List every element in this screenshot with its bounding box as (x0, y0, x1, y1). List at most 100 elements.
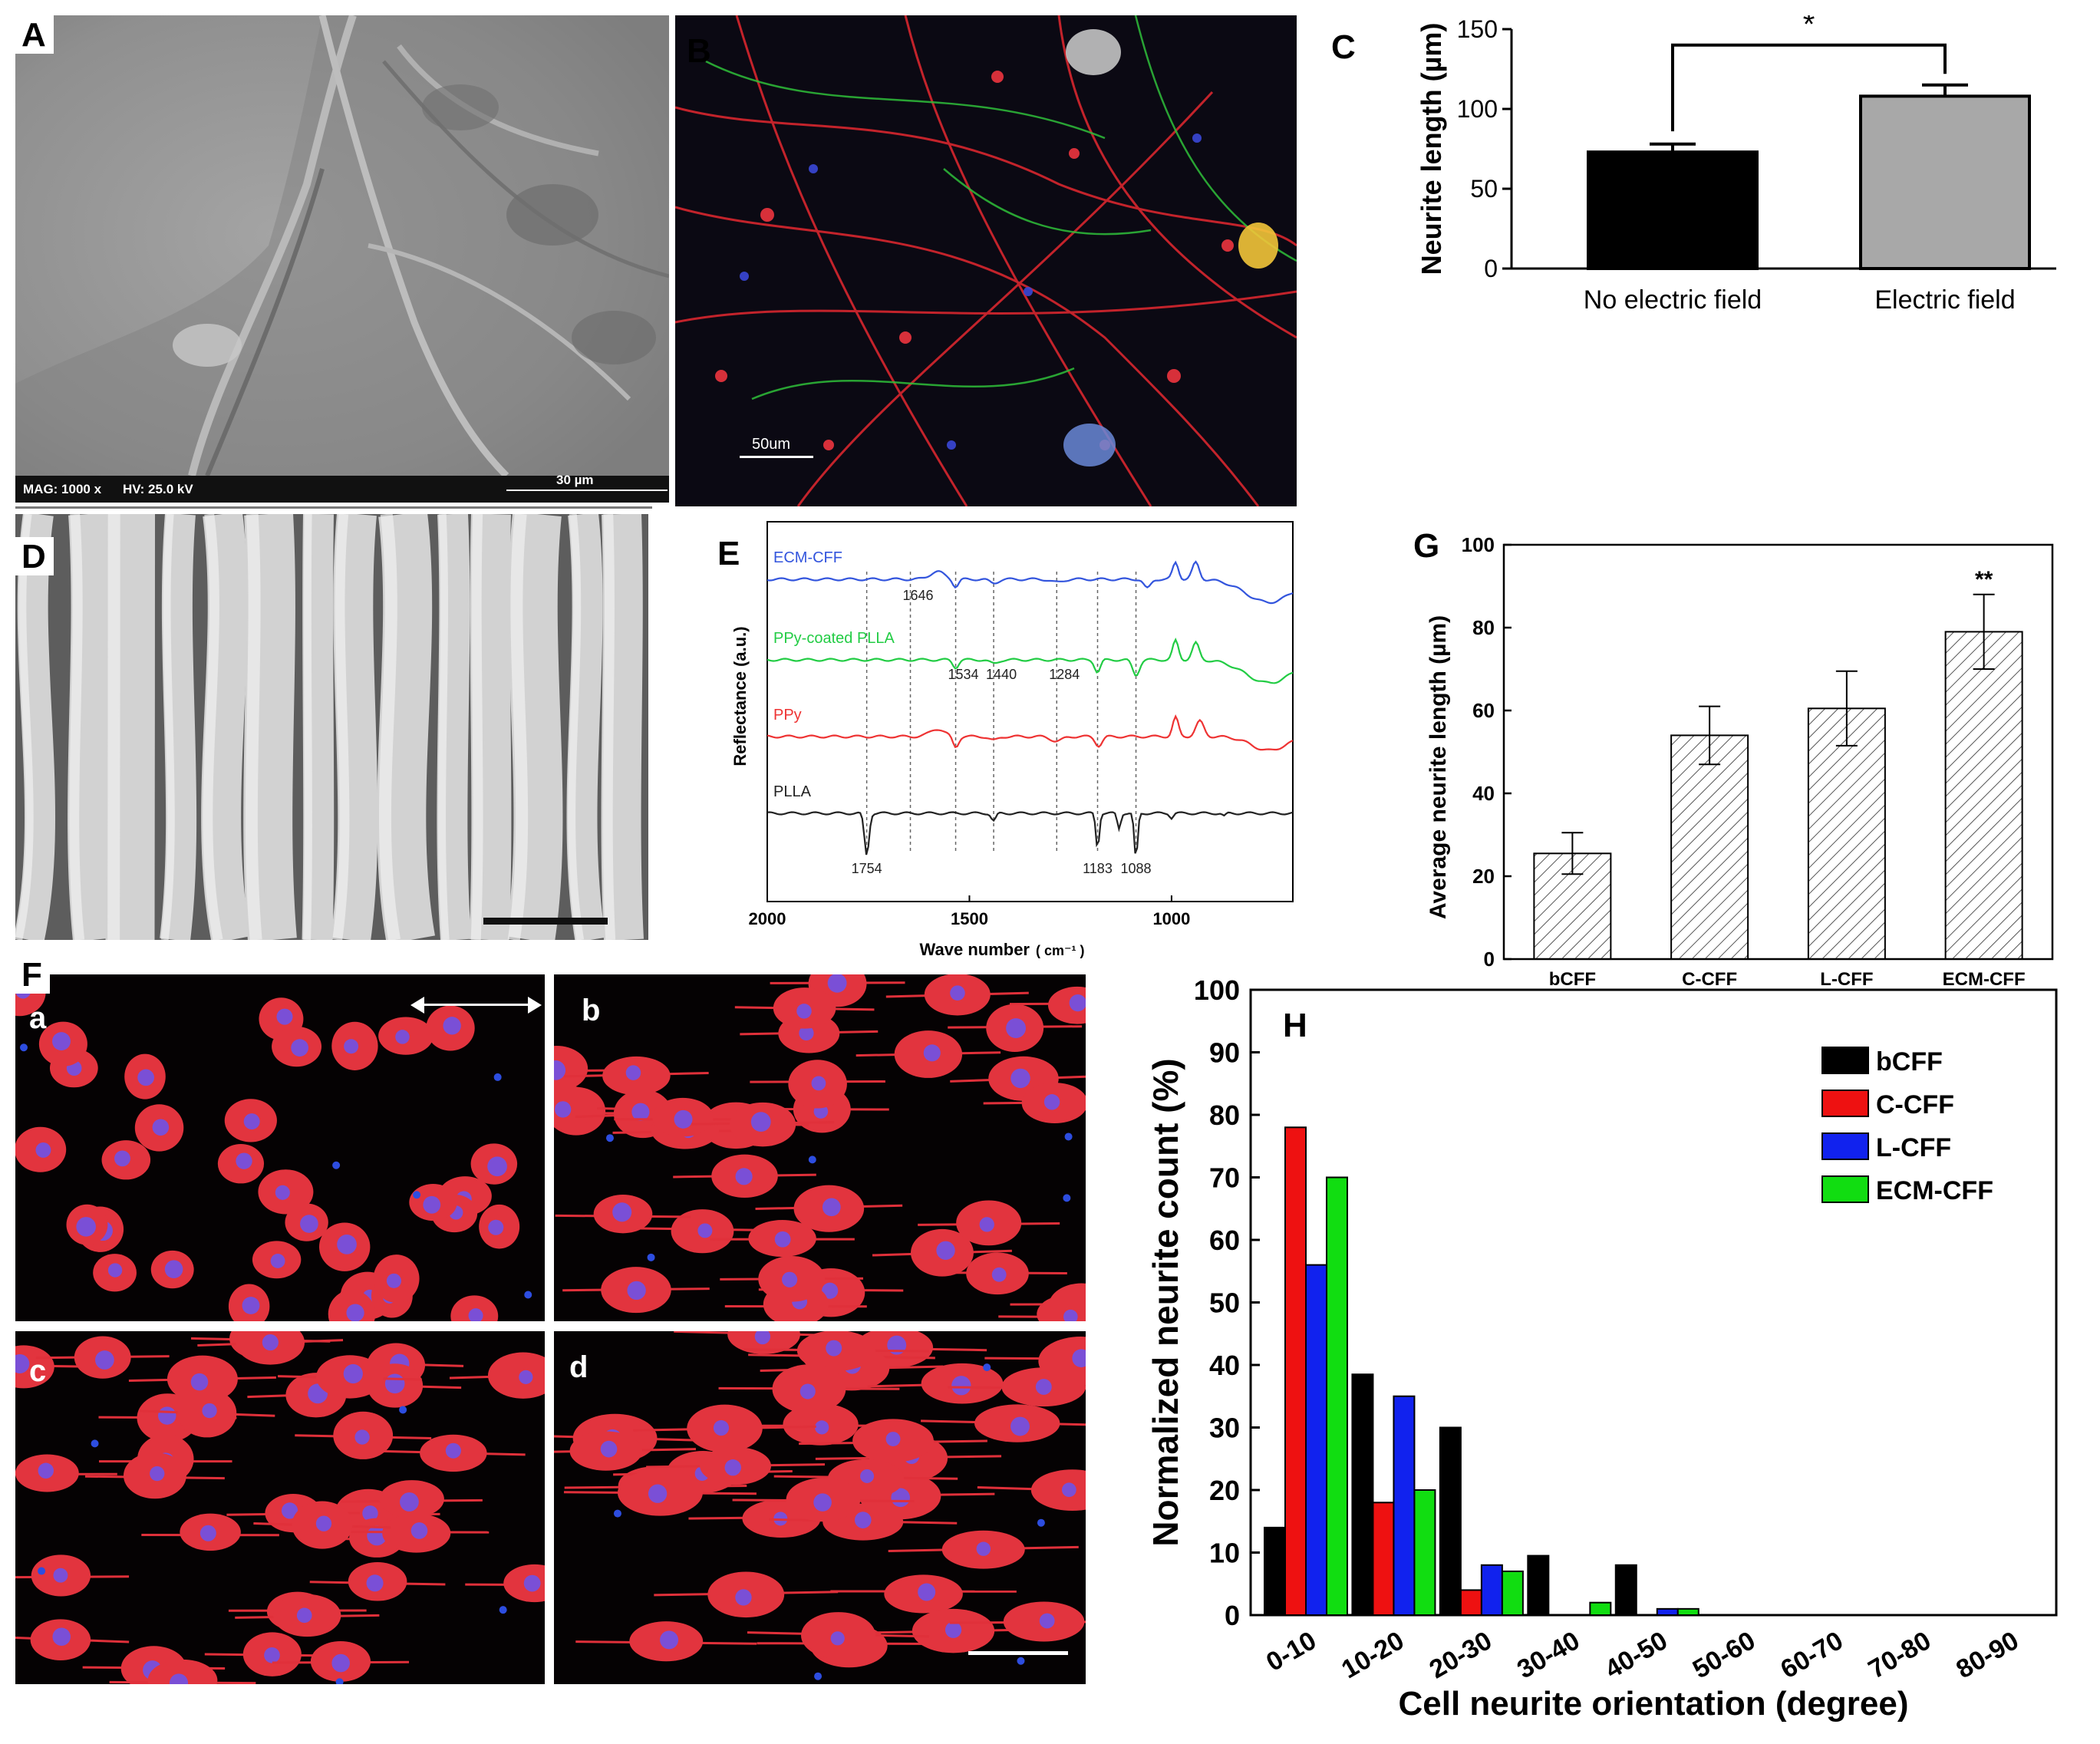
bar (1393, 1395, 1416, 1616)
y-tick-label: 100 (1462, 533, 1495, 556)
x-axis-unit: ( cm⁻¹ ) (1036, 943, 1085, 958)
panel-f-cell-images: a b c d (15, 974, 1086, 1684)
cell-nucleus (1010, 1068, 1030, 1089)
stray-nucleus (524, 1291, 532, 1299)
cell-nucleus (750, 1112, 771, 1132)
cell-nucleus (337, 1235, 357, 1254)
cell-nucleus (713, 1419, 730, 1436)
spectrum-line (766, 811, 1294, 856)
y-tick-label: 60 (1209, 1225, 1240, 1256)
cell-nucleus (735, 1589, 752, 1606)
cell-nucleus (822, 1198, 841, 1217)
arrow-right-head (528, 997, 542, 1014)
fiber-highlight (69, 514, 85, 940)
cell-nucleus (423, 1195, 441, 1214)
sem-info-bar: MAG: 1000 x HV: 25.0 kV 30 µm (15, 473, 669, 503)
cell-nucleus (1063, 1309, 1078, 1321)
y-tick-label: 50 (1209, 1287, 1240, 1319)
cell-nucleus (799, 1025, 814, 1041)
stray-nucleus (499, 1606, 507, 1614)
panel-b-fluorescence-image: 50um (675, 15, 1297, 506)
cell-nucleus (827, 974, 847, 993)
bar (1670, 734, 1749, 960)
peak-label: 1754 (852, 861, 882, 876)
cells-scale-bar (968, 1651, 1068, 1655)
cell-nucleus (830, 1631, 845, 1646)
x-category-label: 70-80 (1864, 1626, 1936, 1684)
cell-nucleus (300, 1215, 318, 1233)
cell-nucleus (555, 1101, 572, 1118)
cell-nucleus (612, 1202, 632, 1222)
cell-nucleus (354, 1429, 370, 1445)
panel-a-sem-image: MAG: 1000 x HV: 25.0 kV 30 µm (15, 15, 669, 503)
legend-entry: bCFF (1876, 1047, 1943, 1076)
cell-nucleus (52, 1627, 71, 1646)
cell-nucleus (976, 1541, 991, 1556)
cell-nucleus (291, 1039, 309, 1057)
stray-nucleus (335, 1678, 344, 1684)
cell-nucleus (367, 1525, 387, 1546)
cell-nucleus (918, 1583, 936, 1601)
peak-label: 1183 (1083, 861, 1113, 876)
cell-nucleus (15, 1353, 30, 1373)
cell-body (147, 1659, 218, 1684)
stray-nucleus (613, 1509, 621, 1518)
legend-swatch (1821, 1090, 1869, 1117)
cell-nucleus (625, 1065, 641, 1080)
cell-nucleus (384, 1373, 405, 1394)
fiber-highlight (203, 514, 223, 940)
y-tick-label: 100 (1457, 95, 1498, 123)
cell-nucleus (1006, 1018, 1027, 1038)
significance-bracket (1671, 43, 1947, 132)
stray-nucleus (983, 1363, 991, 1372)
x-category-label: C-CFF (1682, 969, 1737, 990)
cell-nucleus (107, 1263, 123, 1278)
cell-nucleus (826, 1340, 842, 1357)
subpanel-label-b: b (582, 994, 601, 1027)
x-category-label: No electric field (1584, 285, 1762, 315)
cell-body (1030, 1469, 1086, 1512)
fiber-image-graphic (15, 514, 648, 940)
bar (1284, 1126, 1307, 1617)
cell-nucleus (936, 1241, 955, 1260)
stray-nucleus (1064, 1132, 1073, 1141)
chart-g-average-neurite-length: 0 20 40 60 80 100 Average neurite length (µm) b… (1426, 533, 2054, 990)
fiber-highlight (602, 514, 616, 940)
x-category-label: 80-90 (1951, 1626, 2023, 1684)
stray-nucleus (91, 1439, 99, 1448)
cell-nucleus (35, 1142, 51, 1158)
subpanel-c-image (15, 1331, 545, 1684)
cell-nucleus (600, 1440, 618, 1458)
cell-nucleus (264, 1647, 280, 1663)
fiber-highlight (160, 514, 175, 940)
fiber-scale-bar (483, 918, 608, 925)
y-axis-label: Reflectance (a.u.) (730, 626, 750, 766)
significance-marker: ** (1975, 567, 1993, 592)
y-tick-label: 20 (1472, 865, 1495, 888)
cell-body (554, 1045, 588, 1092)
bar (1372, 1502, 1395, 1616)
significance-marker: * (1803, 15, 1815, 41)
series-label: PLLA (773, 783, 812, 800)
fiber-strand (601, 514, 644, 940)
cell-nucleus (660, 1630, 679, 1650)
chart-h-neurite-orientation: 0 10 20 30 40 50 60 70 80 90 100 Normalized neurite… (1146, 974, 2058, 1723)
stray-nucleus (413, 1191, 421, 1199)
panel-d-fiber-sem-image (15, 514, 648, 940)
legend-entry: ECM-CFF (1876, 1176, 1993, 1205)
peak-label: 1534 (948, 667, 979, 682)
cell-nucleus (523, 1574, 541, 1592)
cell-nucleus (774, 1231, 791, 1248)
x-tick-label: 1000 (1152, 909, 1190, 928)
cell-nucleus (169, 1673, 189, 1684)
cell-nucleus (735, 1168, 753, 1185)
cell-nucleus (262, 1334, 279, 1351)
fiber-highlight (470, 514, 483, 940)
stray-nucleus (605, 1134, 614, 1142)
cell-nucleus (343, 1363, 363, 1384)
cell-nucleus (519, 1370, 533, 1384)
cell-nucleus (315, 1515, 332, 1531)
cell-nucleus (38, 1462, 54, 1479)
bar (1459, 1589, 1482, 1617)
fluorescence-scale-bar (740, 456, 813, 458)
